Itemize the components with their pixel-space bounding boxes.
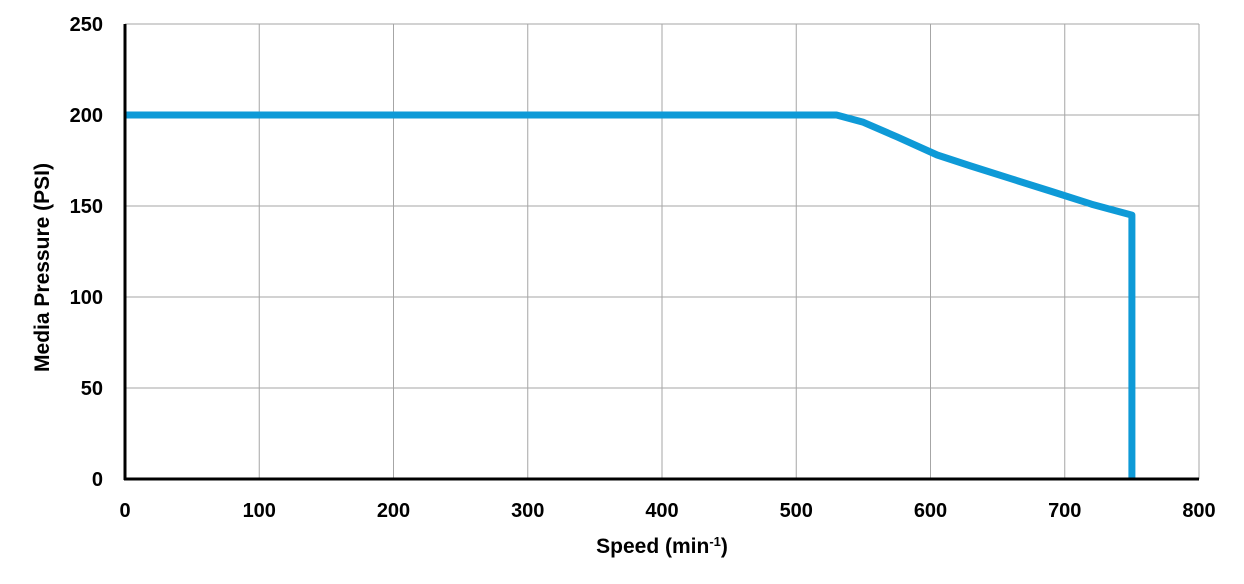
x-tick-label: 0: [119, 500, 130, 522]
x-tick-label: 300: [511, 500, 544, 522]
y-tick-label: 250: [70, 14, 103, 36]
x-tick-label: 600: [914, 500, 947, 522]
x-axis-title-end: ): [721, 535, 728, 558]
series-layer: [125, 111, 1136, 479]
y-tick-label: 150: [70, 196, 103, 218]
y-tick-label: 200: [70, 105, 103, 127]
grid: [125, 23, 1200, 479]
x-axis-title-superscript: -1: [709, 534, 721, 549]
y-tick-label: 0: [92, 469, 103, 491]
x-tick-labels: 0 100 200 300 400 500 600 700 800: [119, 500, 1215, 522]
x-tick-label: 200: [377, 500, 410, 522]
x-tick-label: 700: [1048, 500, 1081, 522]
x-tick-label: 500: [780, 500, 813, 522]
x-tick-label: 400: [645, 500, 678, 522]
series-line: [125, 111, 1136, 479]
x-axis-title: Speed (min-1): [596, 534, 728, 559]
y-tick-label: 50: [81, 378, 103, 400]
y-tick-label: 100: [70, 287, 103, 309]
x-tick-label: 800: [1182, 500, 1215, 522]
y-axis-title: Media Pressure (PSI): [31, 163, 54, 372]
y-tick-labels: 0 50 100 150 200 250: [70, 14, 103, 491]
x-axis-title-main: Speed (min: [596, 535, 709, 558]
x-tick-label: 100: [243, 500, 276, 522]
